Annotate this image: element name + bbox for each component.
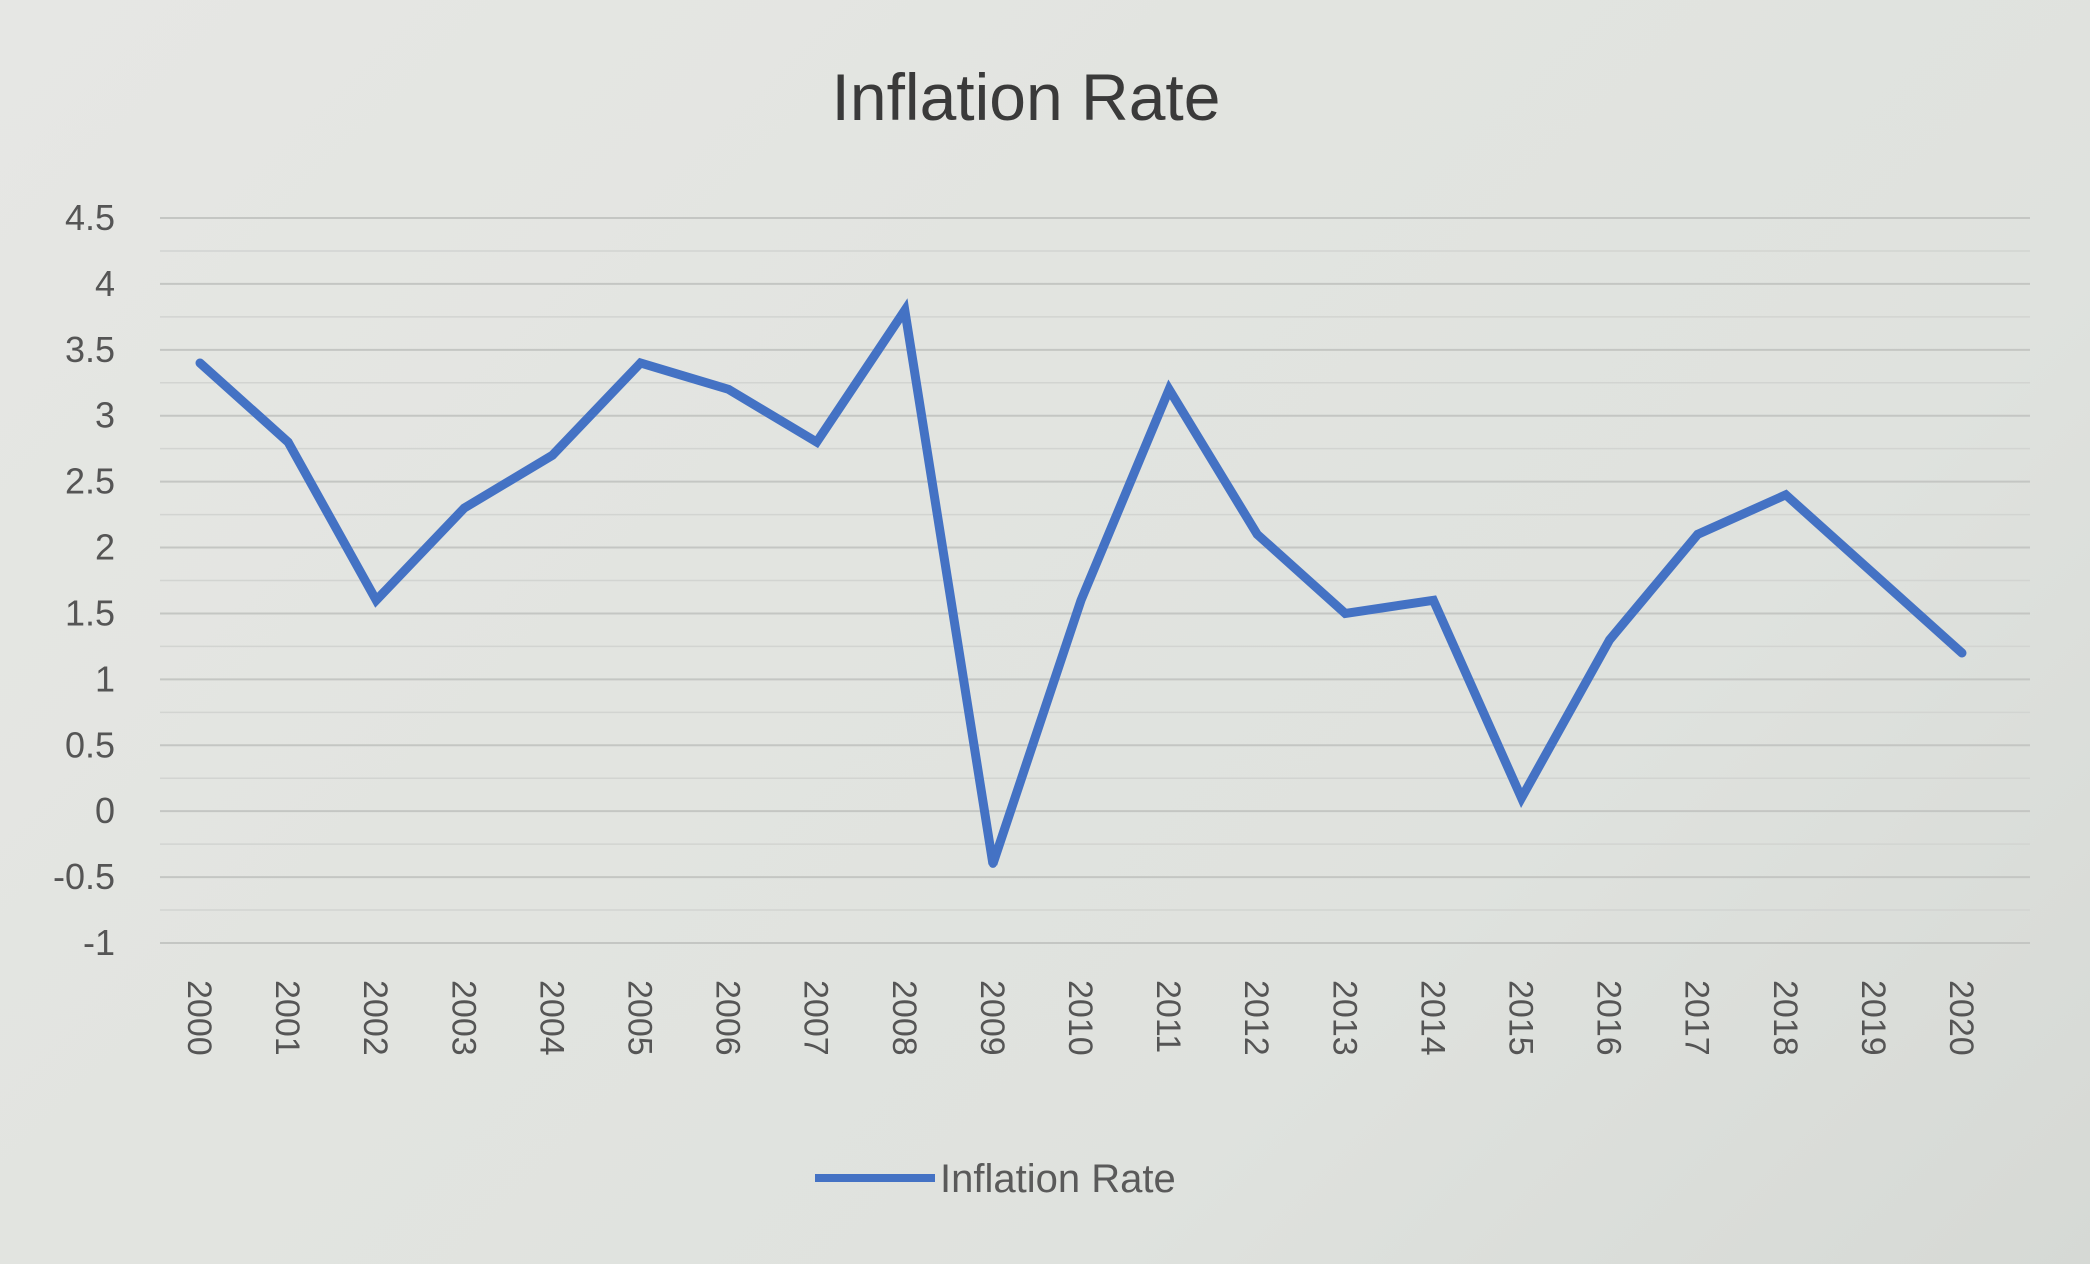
data-point — [988, 859, 997, 868]
data-point — [1077, 596, 1085, 605]
y-tick-label: 3.5 — [65, 329, 115, 370]
data-point — [1605, 635, 1614, 644]
data-point — [1517, 794, 1526, 802]
x-tick-label: 2019 — [1854, 980, 1892, 1056]
x-tick-label: 2013 — [1325, 980, 1363, 1056]
y-tick-label: 1 — [95, 658, 115, 699]
y-tick-label: -0.5 — [53, 856, 115, 897]
x-tick-label: 2004 — [532, 980, 570, 1056]
data-point — [636, 359, 645, 367]
data-point — [372, 596, 381, 605]
data-point — [1958, 649, 1966, 657]
data-point — [284, 438, 293, 447]
data-point — [1429, 596, 1438, 605]
x-tick-label: 2000 — [180, 980, 218, 1056]
y-tick-label: -1 — [83, 922, 115, 963]
x-tick-label: 2003 — [444, 980, 482, 1056]
chart-title: Inflation Rate — [832, 60, 1221, 134]
data-point — [1869, 569, 1878, 578]
data-point — [900, 306, 909, 315]
x-tick-label: 2006 — [709, 980, 747, 1056]
x-tick-label: 2016 — [1590, 980, 1628, 1056]
x-tick-label: 2015 — [1502, 980, 1540, 1056]
x-tick-label: 2011 — [1149, 980, 1187, 1053]
x-tick-label: 2018 — [1766, 980, 1804, 1056]
data-point — [1781, 490, 1790, 499]
x-tick-label: 2001 — [268, 980, 306, 1056]
y-tick-label: 4.5 — [65, 197, 115, 238]
legend-label: Inflation Rate — [940, 1157, 1176, 1201]
x-tick-label: 2012 — [1237, 980, 1275, 1056]
x-tick-label: 2008 — [885, 980, 923, 1056]
y-axis-ticks: 4.5 4 3.5 3 2.5 2 1.5 1 0.5 0 -0.5 -1 — [53, 197, 115, 963]
legend: Inflation Rate — [815, 1157, 1176, 1201]
y-tick-label: 2.5 — [65, 461, 115, 502]
x-tick-label: 2007 — [797, 980, 835, 1056]
x-axis-ticks: 2000 2001 2002 2003 2004 2005 2006 2007 2008 2009… — [180, 980, 1980, 1056]
data-point — [1693, 530, 1702, 539]
data-point — [196, 359, 204, 367]
data-point — [460, 504, 469, 512]
data-point — [1253, 530, 1262, 539]
x-tick-label: 2020 — [1942, 980, 1980, 1056]
x-tick-label: 2014 — [1413, 980, 1451, 1056]
x-tick-label: 2017 — [1678, 980, 1716, 1056]
y-tick-label: 0.5 — [65, 724, 115, 765]
y-tick-label: 3 — [95, 395, 115, 436]
data-point — [1341, 609, 1350, 618]
x-tick-label: 2010 — [1061, 980, 1099, 1056]
data-point — [1165, 385, 1174, 394]
series-line — [195, 298, 1967, 866]
y-tick-label: 4 — [95, 263, 115, 304]
gridlines — [160, 217, 2030, 944]
data-point — [724, 385, 733, 394]
y-tick-label: 0 — [95, 790, 115, 831]
y-tick-label: 2 — [95, 527, 115, 568]
x-tick-label: 2002 — [356, 980, 394, 1056]
series-layer — [195, 298, 1967, 868]
x-tick-label: 2005 — [621, 980, 659, 1056]
y-tick-label: 1.5 — [65, 592, 115, 633]
data-point — [548, 451, 557, 460]
x-tick-label: 2009 — [973, 980, 1011, 1056]
data-point — [812, 438, 821, 447]
